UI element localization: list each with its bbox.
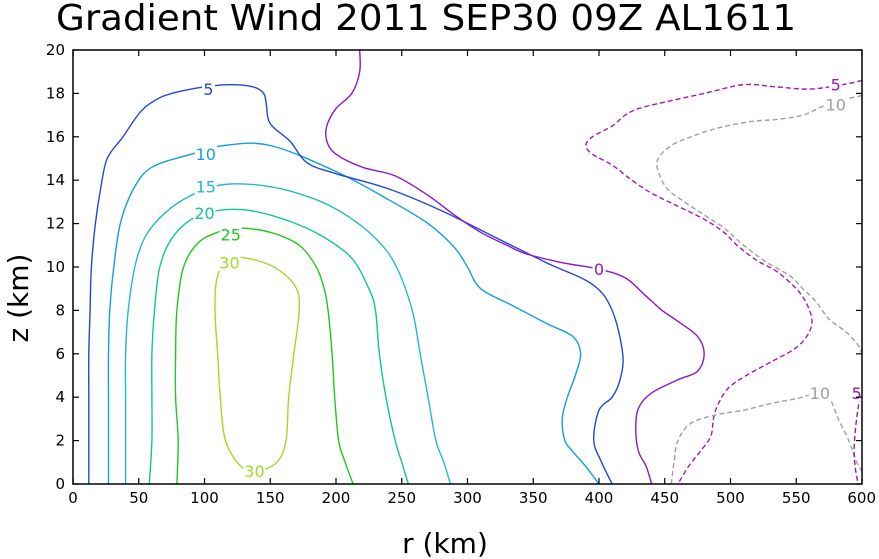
x-tick-label-12: 600 [847, 489, 876, 507]
contour-label-bg-8 [829, 75, 843, 93]
contour-label-5: 30 [219, 254, 239, 273]
contour-line-10 [853, 388, 863, 485]
contour-label-11: 5 [852, 384, 862, 403]
contour-label-bg-4 [219, 225, 242, 243]
x-tick-label-6: 300 [453, 489, 482, 507]
contour-label-6: 30 [244, 462, 264, 481]
contour-line-6 [324, 49, 705, 485]
y-tick-label-4: 8 [55, 301, 65, 319]
x-tick-label-9: 450 [650, 489, 679, 507]
contour-label-bg-6 [243, 461, 266, 479]
contour-label-8: 5 [831, 76, 841, 95]
x-tick-label-2: 100 [190, 489, 219, 507]
y-axis-ticks: 0 2 4 6 8 10 12 14 16 18 20 [46, 41, 862, 493]
contour-label-9: 10 [826, 95, 846, 114]
contour-line-2 [148, 208, 409, 485]
y-tick-label-8: 16 [46, 128, 65, 146]
y-tick-label-3: 6 [55, 345, 65, 363]
x-tick-label-11: 550 [782, 489, 811, 507]
x-tick-label-5: 250 [387, 489, 416, 507]
contour-label-1: 10 [196, 145, 216, 164]
x-axis-ticks: 0 50 100 150 200 250 300 350 400 450 500 550 600 [68, 50, 876, 507]
x-tick-label-1: 50 [129, 489, 148, 507]
x-tick-label-4: 200 [322, 489, 351, 507]
x-axis-label: r (km) [402, 527, 488, 559]
contour-line-7 [585, 79, 863, 485]
y-axis-label: z (km) [2, 254, 35, 343]
contour-label-7: 0 [594, 260, 604, 279]
contour-lines [88, 49, 863, 485]
contour-label-3: 20 [194, 204, 214, 223]
contour-label-2: 15 [196, 178, 216, 197]
contour-line-0 [214, 256, 301, 473]
contour-line-3 [124, 183, 452, 485]
x-tick-label-8: 400 [585, 489, 614, 507]
x-tick-label-0: 0 [68, 489, 78, 507]
contour-label-bg-0 [201, 80, 215, 98]
y-tick-label-1: 2 [55, 432, 65, 450]
contour-label-bg-7 [592, 260, 606, 278]
y-tick-label-5: 10 [46, 258, 65, 276]
contour-label-bg-1 [194, 145, 217, 163]
contour-label-bg-3 [193, 203, 216, 221]
contour-label-bg-9 [824, 95, 847, 113]
contour-label-bg-2 [194, 177, 217, 195]
y-tick-label-0: 0 [55, 475, 65, 493]
y-tick-label-9: 18 [46, 84, 65, 102]
contour-line-9 [670, 389, 863, 485]
contour-label-bg-5 [218, 253, 241, 271]
y-tick-label-2: 4 [55, 388, 65, 406]
y-tick-label-6: 12 [46, 215, 65, 233]
x-tick-label-10: 500 [716, 489, 745, 507]
contour-label-4: 25 [221, 225, 241, 244]
x-tick-label-7: 350 [519, 489, 548, 507]
contour-line-4 [107, 142, 600, 485]
contour-label-bg-10 [808, 383, 831, 401]
y-tick-label-10: 20 [46, 41, 65, 59]
contour-line-1 [174, 227, 354, 485]
contour-line-8 [656, 94, 863, 355]
x-tick-label-3: 150 [256, 489, 285, 507]
y-tick-label-7: 14 [46, 171, 65, 189]
contour-line-5 [88, 83, 624, 485]
chart-title: Gradient Wind 2011 SEP30 09Z AL1611 [56, 0, 796, 39]
contour-label-10: 10 [810, 384, 830, 403]
contour-label-0: 5 [203, 80, 213, 99]
